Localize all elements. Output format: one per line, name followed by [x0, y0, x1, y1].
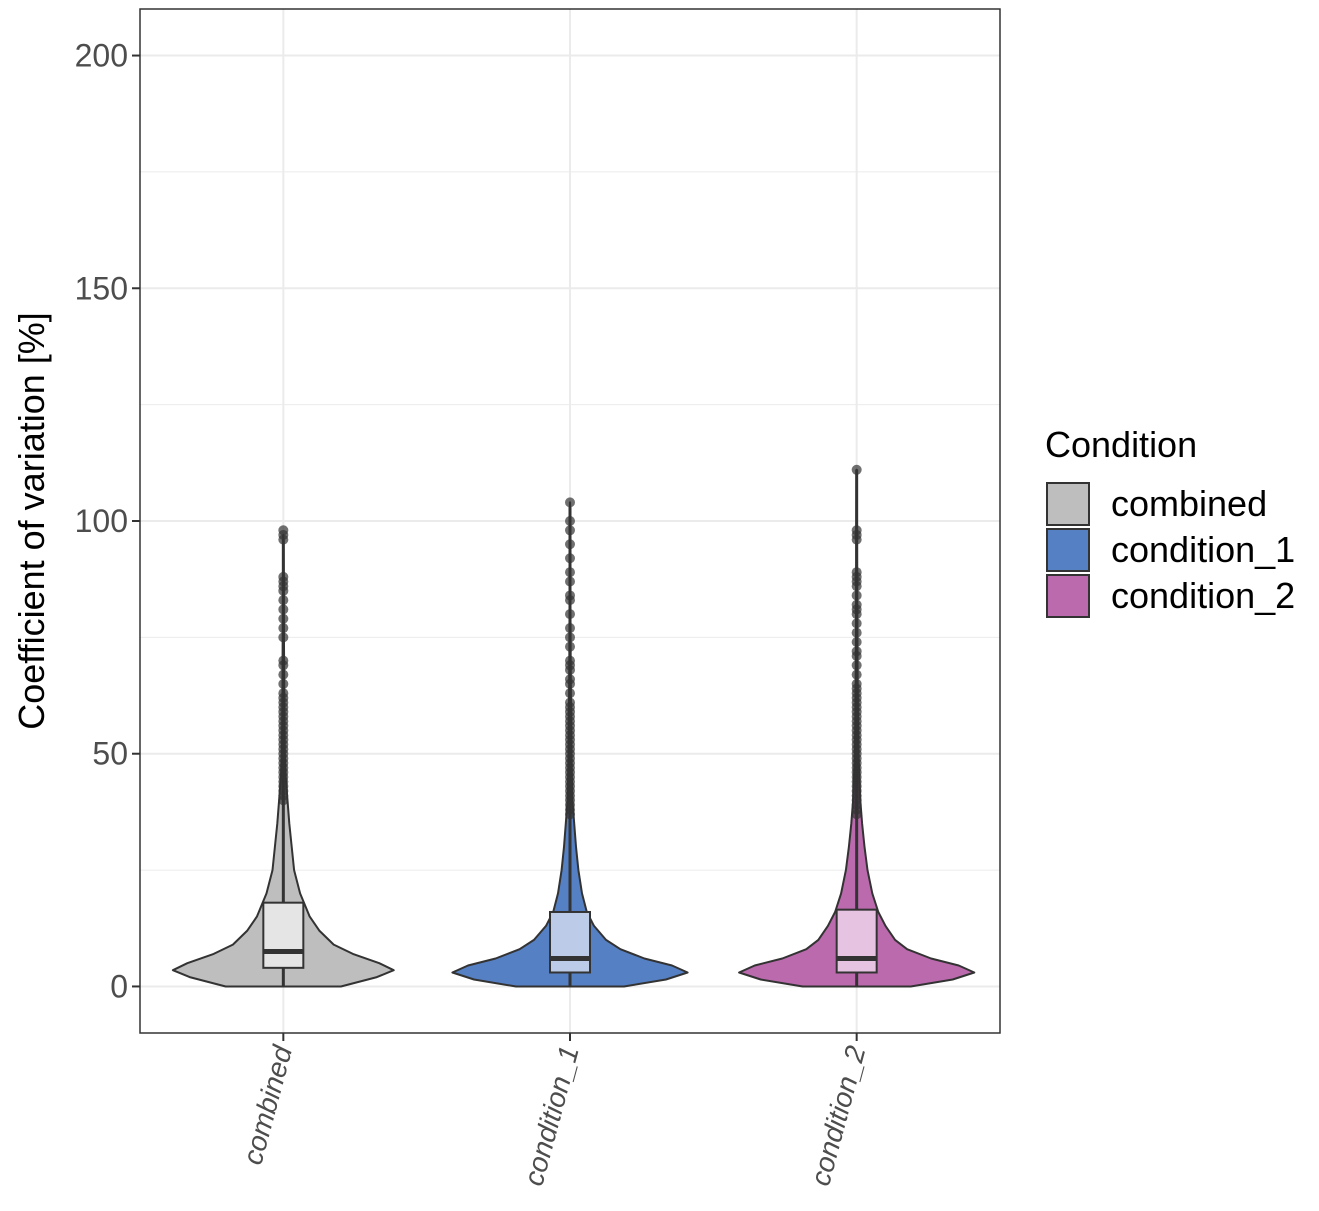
y-tick-label: 200 — [75, 38, 128, 74]
outlier-point — [565, 516, 575, 526]
outlier-point — [278, 660, 289, 671]
outlier-point — [565, 553, 575, 564]
outlier-point — [565, 688, 575, 699]
outlier-point — [851, 627, 862, 638]
legend-label-condition_2: condition_2 — [1111, 575, 1295, 616]
outlier-point — [565, 567, 575, 578]
legend-swatch-condition_2 — [1046, 574, 1090, 618]
outlier-point — [565, 641, 575, 652]
y-tick-label: 150 — [75, 270, 128, 306]
outlier-point — [278, 585, 289, 596]
outlier-point — [851, 660, 862, 671]
outlier-point — [278, 678, 289, 689]
legend-swatch-condition_1 — [1046, 528, 1090, 572]
outlier-point — [851, 669, 862, 680]
outlier-point — [565, 623, 575, 634]
legend-label-condition_1: condition_1 — [1111, 529, 1295, 570]
outlier-point — [851, 581, 862, 592]
legend-title: Condition — [1045, 424, 1197, 465]
y-axis: 0 50 100 150 200 — [75, 38, 140, 1004]
outlier-point — [565, 678, 575, 689]
outlier-point — [278, 595, 289, 606]
outlier-point — [565, 609, 575, 620]
outlier-point — [565, 525, 575, 536]
outlier-point — [851, 637, 862, 648]
outlier-point — [565, 576, 575, 587]
outlier-point — [278, 632, 289, 643]
legend-label-combined: combined — [1111, 483, 1267, 524]
outlier-point — [851, 609, 862, 620]
outlier-point — [851, 809, 862, 820]
outlier-point — [278, 613, 289, 624]
box-condition_1 — [549, 910, 591, 974]
box-condition_2 — [835, 908, 878, 974]
outlier-point — [851, 590, 862, 601]
outlier-point — [565, 595, 575, 606]
outlier-point — [278, 669, 289, 680]
outlier-point — [565, 539, 575, 550]
y-tick-label: 0 — [110, 968, 128, 1004]
violin-layer — [171, 464, 976, 988]
outlier-point — [851, 618, 862, 629]
legend: Condition combined condition_1 condition_2 — [1045, 424, 1295, 618]
outlier-point — [565, 809, 575, 820]
y-tick-label: 100 — [75, 503, 128, 539]
outlier-point — [278, 795, 289, 806]
outlier-point — [278, 534, 289, 545]
box-combined — [262, 901, 305, 969]
outlier-point — [565, 497, 575, 508]
legend-swatch-combined — [1046, 482, 1090, 526]
outlier-point — [851, 650, 862, 661]
outlier-point — [851, 534, 862, 545]
outlier-point — [851, 464, 862, 475]
outlier-point — [565, 664, 575, 675]
y-axis-title: Coefficient of variation [%] — [11, 312, 52, 730]
outlier-point — [278, 623, 289, 634]
y-tick-label: 50 — [92, 736, 128, 772]
outlier-point — [565, 632, 575, 643]
outlier-point — [278, 604, 289, 615]
